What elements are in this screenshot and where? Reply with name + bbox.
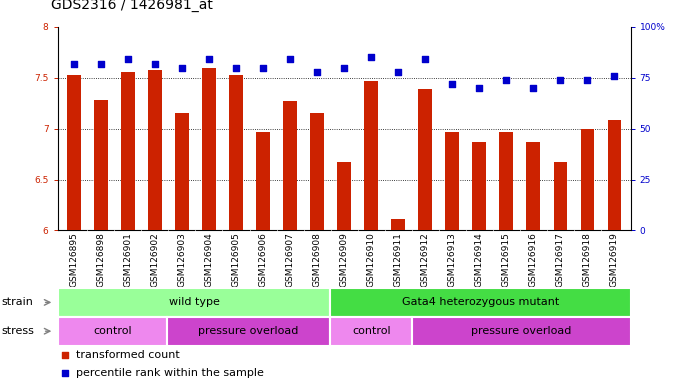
Text: control: control [352,326,391,336]
Text: GDS2316 / 1426981_at: GDS2316 / 1426981_at [51,0,213,12]
Text: GSM126902: GSM126902 [151,232,159,287]
Text: transformed count: transformed count [76,350,180,360]
Bar [330,317,412,346]
Bar [256,132,270,230]
Point [96,60,106,66]
Text: GSM126912: GSM126912 [420,232,430,287]
Text: GSM126911: GSM126911 [394,232,403,287]
Bar [412,317,631,346]
Bar [445,132,459,230]
Text: GSM126903: GSM126903 [178,232,186,287]
Bar [580,129,594,230]
Bar [167,317,330,346]
Point [68,60,79,66]
Point [312,69,323,75]
Text: GSM126898: GSM126898 [96,232,105,287]
Point [59,369,70,376]
Text: percentile rank within the sample: percentile rank within the sample [76,367,264,377]
Bar [553,162,567,230]
Text: GSM126918: GSM126918 [583,232,592,287]
Point [258,65,268,71]
Bar [391,219,405,230]
Text: GSM126914: GSM126914 [475,232,483,287]
Point [609,73,620,79]
Bar [527,142,540,230]
Text: GSM126915: GSM126915 [502,232,511,287]
Text: GSM126908: GSM126908 [313,232,321,287]
Text: wild type: wild type [169,297,220,308]
Point [393,69,403,75]
Text: GSM126917: GSM126917 [556,232,565,287]
Point [474,85,485,91]
Text: GSM126904: GSM126904 [205,232,214,287]
Bar [338,162,351,230]
Bar [175,113,188,230]
Text: pressure overload: pressure overload [199,326,299,336]
Point [365,55,376,61]
Text: stress: stress [1,326,34,336]
Point [555,77,565,83]
Bar [121,72,135,230]
Text: GSM126907: GSM126907 [285,232,294,287]
Point [59,352,70,358]
Bar [500,132,513,230]
Bar [311,113,324,230]
Point [176,65,187,71]
Bar [202,68,216,230]
Text: GSM126913: GSM126913 [447,232,457,287]
Text: pressure overload: pressure overload [471,326,572,336]
Point [501,77,512,83]
Bar [148,70,161,230]
Text: strain: strain [1,297,33,308]
Bar [58,288,330,317]
Bar [330,288,631,317]
Text: GSM126905: GSM126905 [231,232,241,287]
Point [231,65,241,71]
Text: GSM126906: GSM126906 [258,232,268,287]
Bar [94,100,108,230]
Point [285,56,296,63]
Text: GSM126909: GSM126909 [340,232,348,287]
Text: Gata4 heterozygous mutant: Gata4 heterozygous mutant [402,297,559,308]
Bar [58,317,167,346]
Bar [364,81,378,230]
Text: GSM126919: GSM126919 [610,232,619,287]
Bar [283,101,297,230]
Bar [67,75,81,230]
Point [123,56,134,63]
Bar [229,75,243,230]
Text: GSM126895: GSM126895 [69,232,79,287]
Text: control: control [93,326,132,336]
Point [149,60,160,66]
Text: GSM126910: GSM126910 [367,232,376,287]
Point [420,56,431,63]
Bar [607,121,621,230]
Point [203,56,214,63]
Point [339,65,350,71]
Point [447,81,458,87]
Bar [418,89,432,230]
Point [528,85,539,91]
Text: GSM126916: GSM126916 [529,232,538,287]
Point [582,77,593,83]
Text: GSM126901: GSM126901 [123,232,132,287]
Bar [473,142,486,230]
